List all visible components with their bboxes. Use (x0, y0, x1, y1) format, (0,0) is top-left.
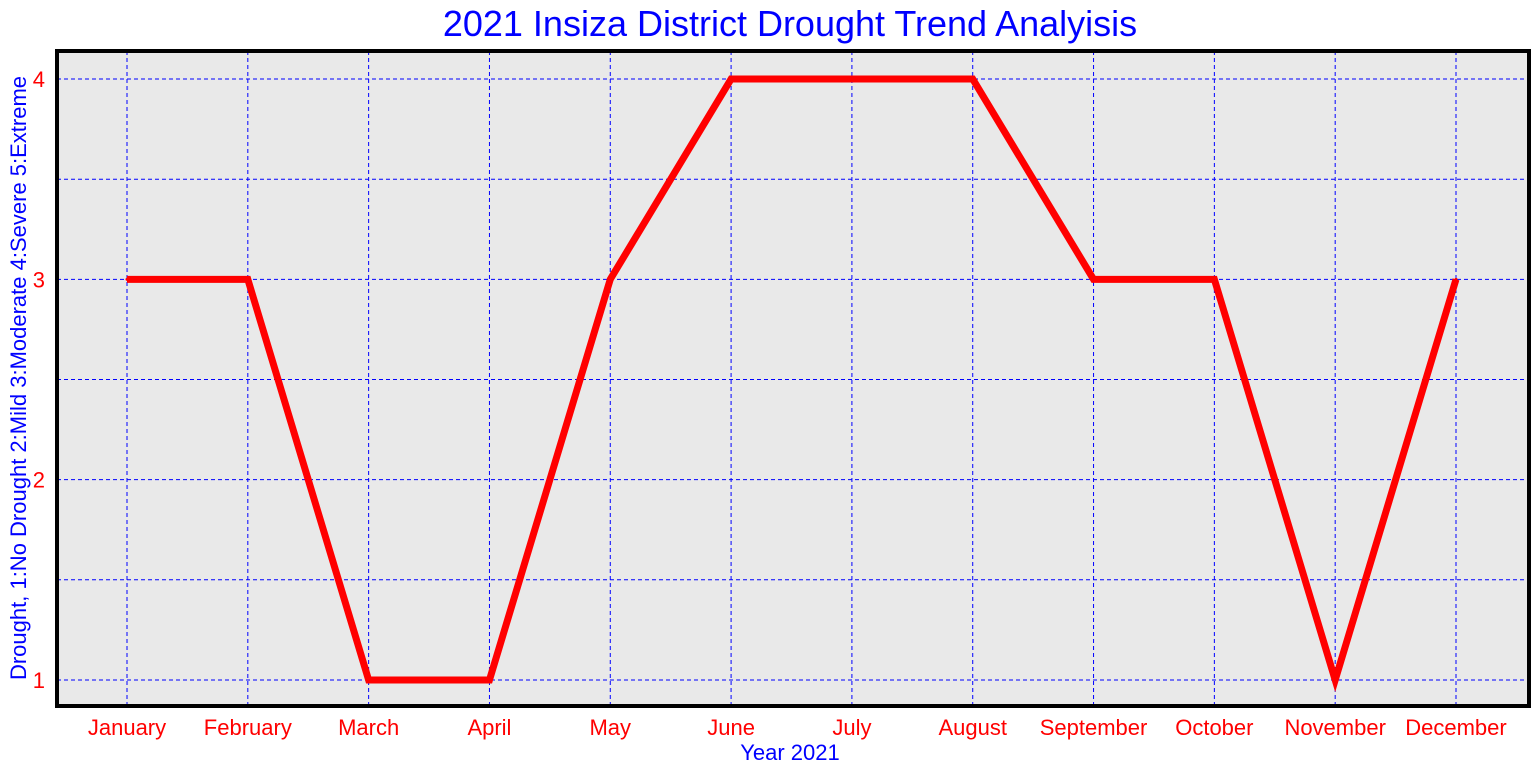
x-tick-label: April (467, 715, 511, 740)
x-tick-labels: January February March April May June July Augu… (88, 715, 1507, 740)
y-tick-label: 2 (33, 468, 45, 493)
x-tick-label: March (338, 715, 399, 740)
x-tick-label: July (832, 715, 871, 740)
y-tick-label: 3 (33, 267, 45, 292)
x-tick-label: August (938, 715, 1007, 740)
y-tick-labels: 1 2 3 4 (33, 67, 45, 693)
data-point (1333, 678, 1337, 682)
y-tick-label: 4 (33, 67, 45, 92)
x-tick-label: February (204, 715, 292, 740)
x-tick-label: May (589, 715, 631, 740)
series-group (125, 75, 1460, 693)
data-point (125, 277, 129, 281)
data-point (487, 678, 491, 682)
plot-area (57, 51, 1529, 706)
x-tick-label: December (1405, 715, 1506, 740)
data-point (367, 678, 371, 682)
data-point (1092, 277, 1096, 281)
data-point (1212, 277, 1216, 281)
data-point (729, 77, 733, 81)
data-point (1454, 277, 1458, 281)
plot-frame (55, 49, 1531, 708)
series-line (127, 75, 1460, 693)
y-axis-title: Drought, 1:No Drought 2:Mild 3:Moderate … (6, 76, 31, 680)
x-tick-label: June (707, 715, 755, 740)
data-point (971, 77, 975, 81)
data-point (850, 77, 854, 81)
grid-lines (57, 51, 1529, 706)
x-tick-label: January (88, 715, 166, 740)
data-point (608, 277, 612, 281)
x-axis-title: Year 2021 (740, 740, 840, 765)
x-tick-label: September (1040, 715, 1148, 740)
x-tick-label: October (1175, 715, 1253, 740)
x-tick-label: November (1284, 715, 1385, 740)
data-point (246, 277, 250, 281)
y-tick-label: 1 (33, 668, 45, 693)
chart-title: 2021 Insiza District Drought Trend Analy… (443, 3, 1137, 44)
